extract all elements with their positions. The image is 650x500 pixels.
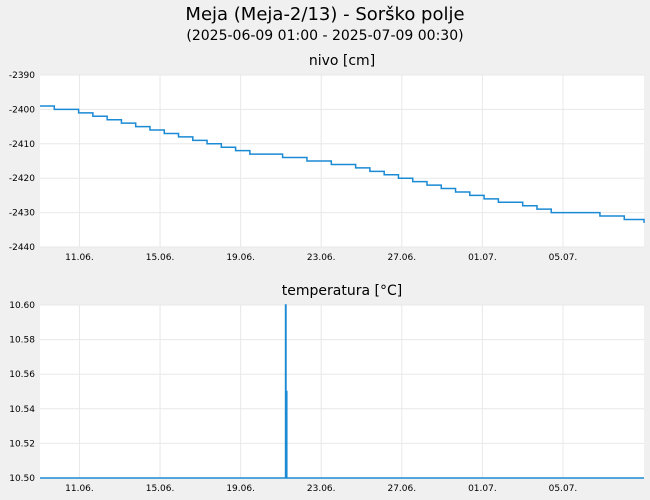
- page-title: Meja (Meja-2/13) - Sorško polje: [185, 4, 464, 25]
- y-tick-label: 10.52: [9, 439, 35, 449]
- series-line-1: [40, 105, 645, 223]
- y-tick-label: -2410: [9, 140, 35, 150]
- panel-title: nivo [cm]: [309, 53, 375, 69]
- x-tick-label: 19.06.: [226, 484, 255, 494]
- x-tick-label: 27.06.: [387, 484, 416, 494]
- y-tick-label: 10.54: [9, 405, 35, 415]
- x-tick-label: 11.06.: [65, 484, 94, 494]
- y-tick-label: 10.50: [9, 474, 35, 484]
- y-tick-label: -2390: [9, 71, 35, 81]
- y-tick-label: -2420: [9, 174, 35, 184]
- y-tick-label: 10.60: [9, 301, 35, 311]
- chart-panel-1: nivo [cm] -2390 -2400 -2410 -2420 -2430 -2440 1…: [9, 53, 645, 263]
- plot-area: [40, 305, 644, 478]
- y-tick-label: -2400: [9, 105, 35, 115]
- x-tick-label: 15.06.: [146, 253, 175, 263]
- x-tick-label: 01.07.: [468, 484, 497, 494]
- x-tick-label: 23.06.: [307, 484, 336, 494]
- plot-area: [40, 75, 644, 247]
- x-tick-label: 27.06.: [387, 253, 416, 263]
- page-subtitle: (2025-06-09 01:00 - 2025-07-09 00:30): [186, 28, 463, 44]
- panel-title: temperatura [°C]: [282, 283, 402, 299]
- y-tick-label: 10.56: [9, 370, 35, 380]
- y-tick-label: -2430: [9, 209, 35, 219]
- x-tick-label: 05.07.: [549, 484, 578, 494]
- x-tick-label: 11.06.: [65, 253, 94, 263]
- x-tick-label: 19.06.: [226, 253, 255, 263]
- x-tick-label: 23.06.: [307, 253, 336, 263]
- series-line-1: [40, 304, 644, 479]
- x-tick-label: 05.07.: [549, 253, 578, 263]
- x-tick-label: 01.07.: [468, 253, 497, 263]
- x-tick-label: 15.06.: [146, 484, 175, 494]
- y-tick-label: -2440: [9, 243, 35, 253]
- chart-panel-2: temperatura [°C] 10.60 10.58 10.56 10.54 10.5…: [9, 283, 644, 494]
- y-tick-label: 10.58: [9, 336, 35, 346]
